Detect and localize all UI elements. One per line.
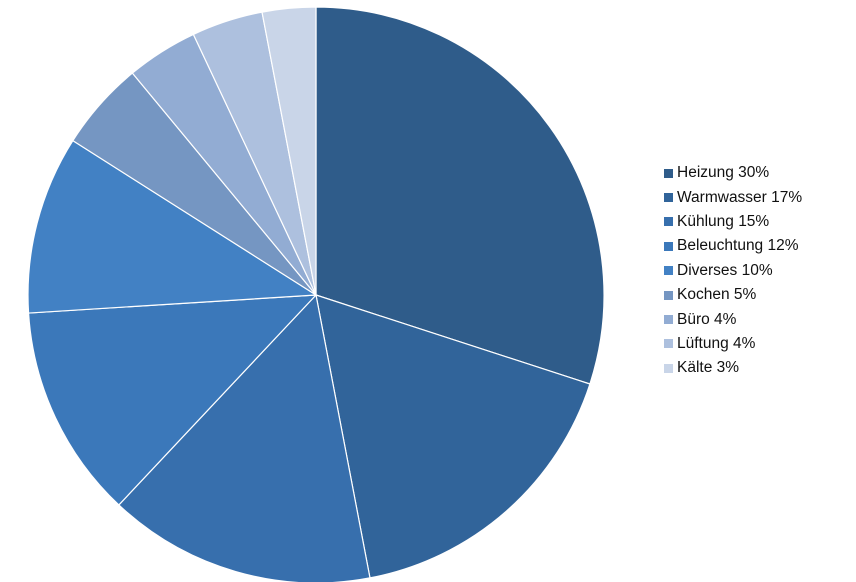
legend-swatch — [664, 315, 673, 325]
legend-swatch — [664, 168, 673, 178]
legend-label: Büro 4% — [677, 310, 737, 328]
legend-label: Beleuchtung 12% — [677, 237, 799, 255]
pie-slice-beleuchtung — [27, 294, 317, 506]
legend-item: Beleuchtung 12% — [664, 234, 802, 258]
legend-swatch — [664, 290, 673, 300]
legend-label: Warmwasser 17% — [677, 188, 803, 206]
pie-slice-diverses — [27, 140, 317, 314]
legend-swatch — [664, 266, 673, 276]
legend-item: Heizung 30% — [664, 161, 802, 185]
pie-slice-kälte — [261, 6, 317, 296]
legend-item: Kochen 5% — [664, 283, 802, 307]
legend-item: Kühlung 15% — [664, 210, 802, 234]
legend-swatch — [664, 339, 673, 349]
chart-legend: Heizung 30% Warmwasser 17% Kühlung 15% Bele… — [664, 161, 802, 381]
legend-item: Büro 4% — [664, 307, 802, 331]
legend-label: Kühlung 15% — [677, 212, 770, 230]
legend-item: Kälte 3% — [664, 356, 802, 380]
legend-label: Diverses 10% — [677, 261, 773, 279]
legend-label: Heizung 30% — [677, 164, 770, 182]
legend-item: Diverses 10% — [664, 259, 802, 283]
legend-item: Lüftung 4% — [664, 332, 802, 356]
legend-item: Warmwasser 17% — [664, 185, 802, 209]
pie-slice-warmwasser — [315, 294, 591, 579]
legend-label: Lüftung 4% — [677, 334, 756, 352]
legend-swatch — [664, 193, 673, 203]
legend-swatch — [664, 217, 673, 227]
pie-slices — [27, 6, 605, 582]
legend-swatch — [664, 363, 673, 373]
legend-label: Kochen 5% — [677, 286, 757, 304]
legend-swatch — [664, 241, 673, 251]
pie-slice-heizung — [315, 6, 605, 385]
legend-label: Kälte 3% — [677, 359, 740, 377]
